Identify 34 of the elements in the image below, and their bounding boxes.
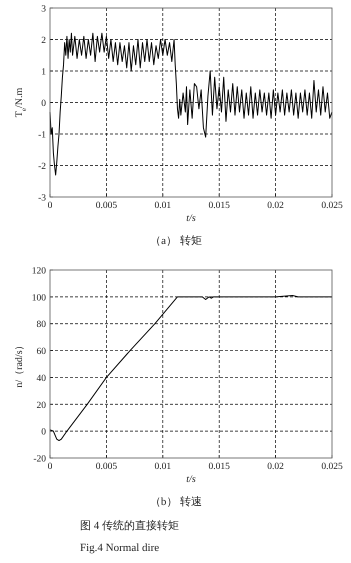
y-tick-label: 3 — [41, 4, 46, 14]
x-tick-label: 0.015 — [208, 462, 230, 472]
y-tick-label: 120 — [32, 266, 46, 276]
x-axis-title: t/s — [186, 213, 196, 224]
x-tick-label: 0.025 — [321, 462, 343, 472]
y-tick-label: 0 — [41, 99, 46, 109]
y-tick-label: 2 — [41, 36, 46, 46]
x-axis-title: t/s — [186, 474, 196, 485]
y-tick-label: 0 — [41, 428, 46, 438]
y-tick-label: -2 — [38, 162, 46, 172]
x-tick-label: 0.005 — [96, 462, 118, 472]
y-tick-label: 60 — [36, 347, 46, 358]
y-tick-label: -1 — [38, 130, 46, 140]
caption: Fig.4 Normal dire — [80, 542, 160, 554]
x-tick-label: 0.01 — [154, 201, 172, 211]
y-axis-title: n/（rad/s） — [14, 340, 25, 388]
x-tick-label: 0.015 — [208, 201, 230, 211]
x-tick-label: 0.01 — [154, 462, 172, 472]
text: （a） 转矩 — [150, 235, 202, 247]
x-tick-label: 0 — [48, 462, 53, 472]
caption: 图 4 传统的直接转矩 — [80, 519, 179, 532]
text: （b） 转速 — [150, 495, 202, 508]
y-tick-label: -3 — [38, 194, 46, 204]
y-tick-label: 1 — [41, 68, 46, 78]
y-tick-label: 20 — [36, 400, 46, 411]
y-tick-label: 100 — [32, 293, 46, 304]
x-tick-label: 0.02 — [267, 201, 284, 211]
y-tick-label: -20 — [33, 454, 46, 464]
x-tick-label: 0.02 — [267, 462, 284, 472]
y-tick-label: 40 — [36, 374, 46, 384]
x-tick-label: 0.025 — [321, 201, 343, 211]
y-tick-label: 80 — [36, 320, 46, 330]
x-tick-label: 0 — [48, 201, 53, 211]
x-tick-label: 0.005 — [96, 201, 118, 211]
